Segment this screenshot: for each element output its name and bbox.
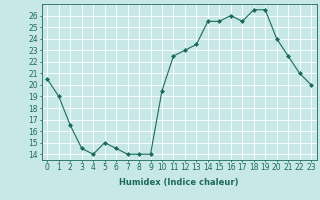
X-axis label: Humidex (Indice chaleur): Humidex (Indice chaleur) <box>119 178 239 187</box>
